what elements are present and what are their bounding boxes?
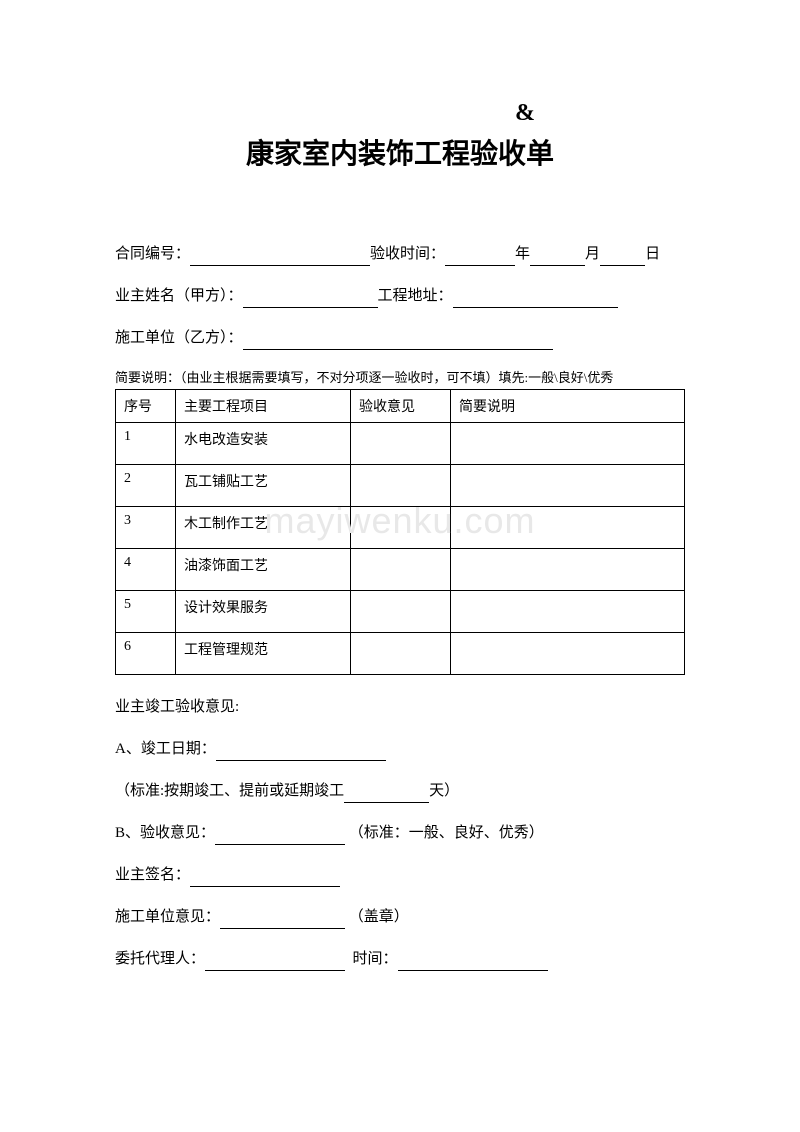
agent-label: 委托代理人：	[115, 951, 205, 967]
acceptance-field[interactable]	[215, 830, 345, 845]
cell-note[interactable]	[451, 590, 685, 632]
day-label: 日	[645, 246, 660, 262]
year-label: 年	[515, 246, 530, 262]
cell-seq: 5	[116, 590, 176, 632]
owner-sign-field[interactable]	[190, 872, 340, 887]
contract-field[interactable]	[190, 251, 370, 266]
contractor-opinion-field[interactable]	[220, 914, 345, 929]
contractor-info-line: 施工单位（乙方）：	[115, 326, 685, 350]
days-label: 天）	[429, 783, 459, 799]
cell-note[interactable]	[451, 632, 685, 674]
completion-standard-line: （标准:按期竣工、提前或延期竣工 天）	[115, 779, 685, 803]
time-label: 验收时间：	[370, 246, 445, 262]
owner-field[interactable]	[243, 293, 378, 308]
cell-opinion[interactable]	[351, 590, 451, 632]
table-row: 1 水电改造安装	[116, 422, 685, 464]
owner-info-line: 业主姓名（甲方）： 工程地址：	[115, 284, 685, 308]
cell-seq: 3	[116, 506, 176, 548]
owner-label: 业主姓名（甲方）：	[115, 288, 243, 304]
footer-time-field[interactable]	[398, 956, 548, 971]
footer-time-label: 时间：	[353, 951, 398, 967]
cell-item: 工程管理规范	[176, 632, 351, 674]
table-row: 6 工程管理规范	[116, 632, 685, 674]
table-header-row: 序号 主要工程项目 验收意见 简要说明	[116, 389, 685, 422]
acceptance-standard-text: （标准：一般、良好、优秀）	[349, 825, 544, 841]
address-label: 工程地址：	[378, 288, 453, 304]
cell-opinion[interactable]	[351, 548, 451, 590]
completion-date-line: A、竣工日期：	[115, 737, 685, 761]
cell-seq: 6	[116, 632, 176, 674]
address-field[interactable]	[453, 293, 618, 308]
cell-item: 水电改造安装	[176, 422, 351, 464]
agent-line: 委托代理人： 时间：	[115, 947, 685, 971]
cell-note[interactable]	[451, 422, 685, 464]
contract-label: 合同编号：	[115, 246, 190, 262]
cell-opinion[interactable]	[351, 632, 451, 674]
cell-seq: 2	[116, 464, 176, 506]
completion-date-field[interactable]	[216, 746, 386, 761]
contract-info-line: 合同编号： 验收时间： 年 月 日	[115, 242, 685, 266]
owner-sign-line: 业主签名：	[115, 863, 685, 887]
owner-sign-label: 业主签名：	[115, 867, 190, 883]
table-row: 4 油漆饰面工艺	[116, 548, 685, 590]
contractor-field[interactable]	[243, 335, 553, 350]
contractor-opinion-line: 施工单位意见： （盖章）	[115, 905, 685, 929]
cell-opinion[interactable]	[351, 506, 451, 548]
cell-opinion[interactable]	[351, 464, 451, 506]
header-item: 主要工程项目	[176, 389, 351, 422]
cell-item: 油漆饰面工艺	[176, 548, 351, 590]
acceptance-line: B、验收意见： （标准：一般、良好、优秀）	[115, 821, 685, 845]
owner-opinion-label: 业主竣工验收意见:	[115, 695, 685, 719]
acceptance-table: 序号 主要工程项目 验收意见 简要说明 1 水电改造安装 2 瓦工铺贴工艺 3 …	[115, 389, 685, 675]
document-title: 康家室内装饰工程验收单	[115, 132, 685, 172]
completion-date-label: A、竣工日期：	[115, 741, 216, 757]
days-field[interactable]	[344, 788, 429, 803]
cell-note[interactable]	[451, 506, 685, 548]
year-field[interactable]	[445, 251, 515, 266]
header-seq: 序号	[116, 389, 176, 422]
table-row: 5 设计效果服务	[116, 590, 685, 632]
cell-seq: 1	[116, 422, 176, 464]
contractor-opinion-label: 施工单位意见：	[115, 909, 220, 925]
agent-field[interactable]	[205, 956, 345, 971]
day-field[interactable]	[600, 251, 645, 266]
acceptance-label: B、验收意见：	[115, 825, 215, 841]
cell-note[interactable]	[451, 464, 685, 506]
header-note: 简要说明	[451, 389, 685, 422]
cell-item: 瓦工铺贴工艺	[176, 464, 351, 506]
cell-item: 设计效果服务	[176, 590, 351, 632]
cell-item: 木工制作工艺	[176, 506, 351, 548]
month-label: 月	[585, 246, 600, 262]
header-opinion: 验收意见	[351, 389, 451, 422]
note-text: 简要说明：（由业主根据需要填写，不对分项逐一验收时，可不填）填先:一般\良好\优…	[115, 368, 685, 389]
table-row: 3 木工制作工艺	[116, 506, 685, 548]
cell-seq: 4	[116, 548, 176, 590]
month-field[interactable]	[530, 251, 585, 266]
contractor-label: 施工单位（乙方）：	[115, 330, 243, 346]
table-row: 2 瓦工铺贴工艺	[116, 464, 685, 506]
header-symbol: &	[115, 100, 685, 127]
cell-note[interactable]	[451, 548, 685, 590]
completion-standard-text: （标准:按期竣工、提前或延期竣工	[115, 783, 344, 799]
cell-opinion[interactable]	[351, 422, 451, 464]
seal-label: （盖章）	[349, 909, 409, 925]
